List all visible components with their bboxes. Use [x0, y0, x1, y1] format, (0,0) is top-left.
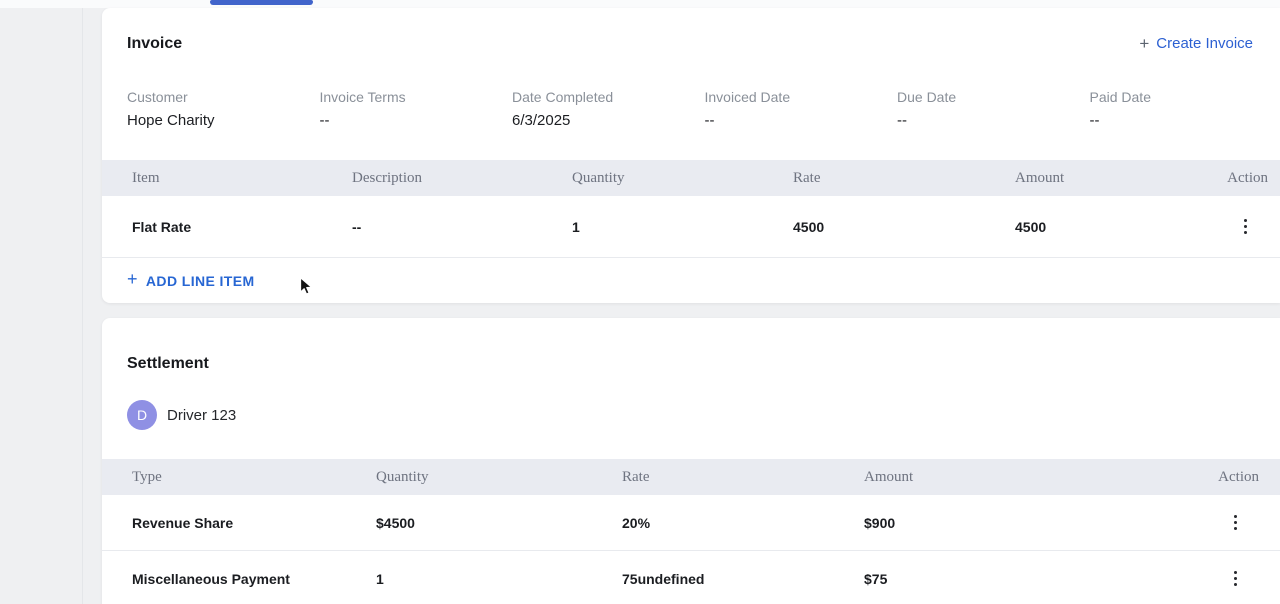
- row-actions-menu-icon[interactable]: [1241, 215, 1251, 239]
- invoice-table-header: Item Description Quantity Rate Amount Ac…: [102, 160, 1280, 196]
- field-label: Paid Date: [1089, 89, 1151, 105]
- field-value: --: [704, 112, 715, 129]
- column-header-amount: Amount: [1015, 169, 1065, 186]
- row-actions-menu-icon[interactable]: [1231, 567, 1241, 591]
- left-panel-divider: [82, 8, 83, 604]
- column-header-action: Action: [1227, 169, 1268, 186]
- field-invoiced-date: Invoiced Date --: [705, 89, 898, 130]
- field-date-completed: Date Completed 6/3/2025: [512, 89, 705, 130]
- driver-row: D Driver 123: [102, 400, 1280, 430]
- field-value: --: [319, 112, 330, 129]
- plus-icon: +: [127, 269, 138, 289]
- field-value: --: [897, 112, 907, 129]
- column-header-description: Description: [352, 169, 422, 186]
- row-actions-menu-icon[interactable]: [1231, 511, 1241, 535]
- column-header-quantity: Quantity: [572, 169, 625, 186]
- plus-icon: +: [1139, 34, 1150, 53]
- cell-quantity: 1: [376, 570, 384, 587]
- cell-rate: 75undefined: [622, 570, 705, 587]
- cell-rate: 20%: [622, 514, 651, 531]
- create-invoice-label: Create Invoice: [1156, 35, 1253, 52]
- add-line-item-label: ADD LINE ITEM: [145, 272, 255, 289]
- invoice-card: Invoice + Create Invoice Customer Hope C…: [102, 8, 1280, 303]
- cell-quantity: 1: [572, 218, 580, 235]
- cell-type: Revenue Share: [132, 514, 234, 531]
- column-header-action: Action: [1218, 468, 1259, 485]
- field-value: --: [1089, 112, 1100, 129]
- tab-bar: [0, 0, 1280, 8]
- settlement-table: Type Quantity Rate Amount Action Revenue…: [102, 459, 1280, 604]
- cell-quantity: $4500: [376, 514, 415, 531]
- create-invoice-button[interactable]: + Create Invoice: [1139, 34, 1253, 53]
- invoice-title: Invoice: [127, 35, 183, 52]
- field-invoice-terms: Invoice Terms --: [320, 89, 513, 130]
- cell-item: Flat Rate: [132, 218, 192, 235]
- field-value: 6/3/2025: [512, 112, 571, 129]
- field-paid-date: Paid Date --: [1090, 89, 1280, 130]
- cell-amount: $75: [864, 570, 888, 587]
- field-due-date: Due Date --: [897, 89, 1090, 130]
- cell-amount: $900: [864, 514, 896, 531]
- field-value: Hope Charity: [127, 112, 215, 129]
- field-label: Invoiced Date: [704, 89, 791, 105]
- driver-name: Driver 123: [167, 406, 237, 424]
- field-label: Due Date: [897, 89, 957, 105]
- active-tab-indicator[interactable]: [210, 0, 313, 5]
- table-row: Miscellaneous Payment 1 75undefined $75: [102, 551, 1280, 604]
- cell-amount: 4500: [1015, 218, 1047, 235]
- driver-avatar: D: [127, 400, 157, 430]
- column-header-quantity: Quantity: [376, 468, 429, 485]
- column-header-amount: Amount: [864, 468, 914, 485]
- invoice-line-items-table: Item Description Quantity Rate Amount Ac…: [102, 160, 1280, 258]
- table-row: Revenue Share $4500 20% $900: [102, 495, 1280, 551]
- add-line-item-button[interactable]: + ADD LINE ITEM: [102, 258, 1280, 303]
- settlement-table-header: Type Quantity Rate Amount Action: [102, 459, 1280, 495]
- column-header-rate: Rate: [622, 468, 650, 485]
- column-header-type: Type: [132, 468, 162, 485]
- field-label: Customer: [127, 89, 188, 105]
- field-customer: Customer Hope Charity: [127, 89, 320, 130]
- cell-description: --: [352, 218, 362, 235]
- table-row: Flat Rate -- 1 4500 4500: [102, 196, 1280, 258]
- column-header-rate: Rate: [793, 169, 821, 186]
- cell-rate: 4500: [793, 218, 825, 235]
- settlement-card: Settlement D Driver 123 Type Quantity Ra…: [102, 318, 1280, 604]
- field-label: Date Completed: [512, 89, 614, 105]
- field-label: Invoice Terms: [319, 89, 406, 105]
- invoice-fields: Customer Hope Charity Invoice Terms -- D…: [102, 89, 1280, 130]
- column-header-item: Item: [132, 169, 160, 186]
- settlement-title: Settlement: [127, 355, 209, 372]
- cell-type: Miscellaneous Payment: [132, 570, 290, 587]
